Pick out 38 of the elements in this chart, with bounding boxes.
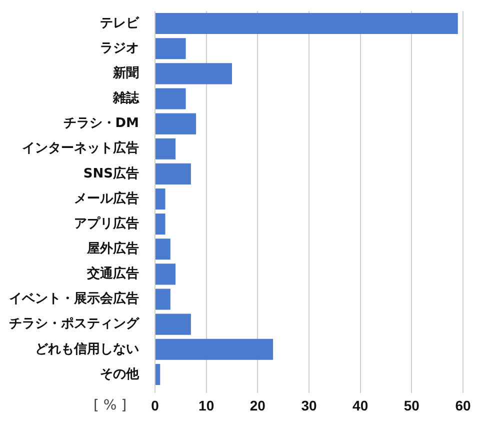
bar	[156, 264, 176, 285]
bar	[156, 238, 170, 260]
x-tick-label: 10	[198, 397, 214, 414]
bar	[156, 314, 191, 335]
bar	[156, 288, 170, 310]
x-tick-label: 50	[404, 397, 420, 414]
bar	[156, 113, 196, 134]
y-tick-label: チラシ・ポスティング	[9, 316, 140, 332]
bar	[156, 13, 458, 34]
y-tick-label: ラジオ	[100, 40, 139, 56]
y-tick-label: 屋外広告	[86, 240, 139, 257]
bar	[156, 214, 166, 235]
bar	[156, 188, 166, 210]
x-tick-label: 0	[151, 397, 160, 414]
x-axis-title: [ % ]	[93, 398, 127, 414]
y-tick-label: SNS広告	[83, 165, 139, 182]
y-tick-label: どれも信用しない	[35, 342, 139, 357]
bar	[156, 338, 274, 360]
y-tick-label: インターネット広告	[22, 140, 139, 156]
y-tick-label: 新聞	[112, 65, 139, 82]
bar	[156, 63, 232, 84]
x-tick-label: 30	[301, 397, 317, 414]
bar	[156, 364, 160, 385]
y-tick-label: 交通広告	[86, 266, 139, 282]
bar	[156, 163, 191, 184]
x-tick-label: 60	[455, 397, 471, 414]
y-tick-label: テレビ	[100, 16, 140, 31]
y-tick-label: チラシ・DM	[63, 116, 139, 132]
y-tick-label: メール広告	[74, 190, 139, 206]
bar	[156, 38, 186, 60]
y-tick-label: その他	[100, 366, 140, 382]
bar	[156, 88, 186, 110]
y-tick-label: アプリ広告	[74, 215, 139, 232]
bar	[156, 138, 176, 160]
x-tick-label: 40	[352, 397, 368, 414]
y-tick-label: イベント・展示会広告	[9, 290, 139, 307]
y-tick-label: 雑誌	[112, 90, 140, 106]
x-tick-label: 20	[250, 397, 266, 414]
